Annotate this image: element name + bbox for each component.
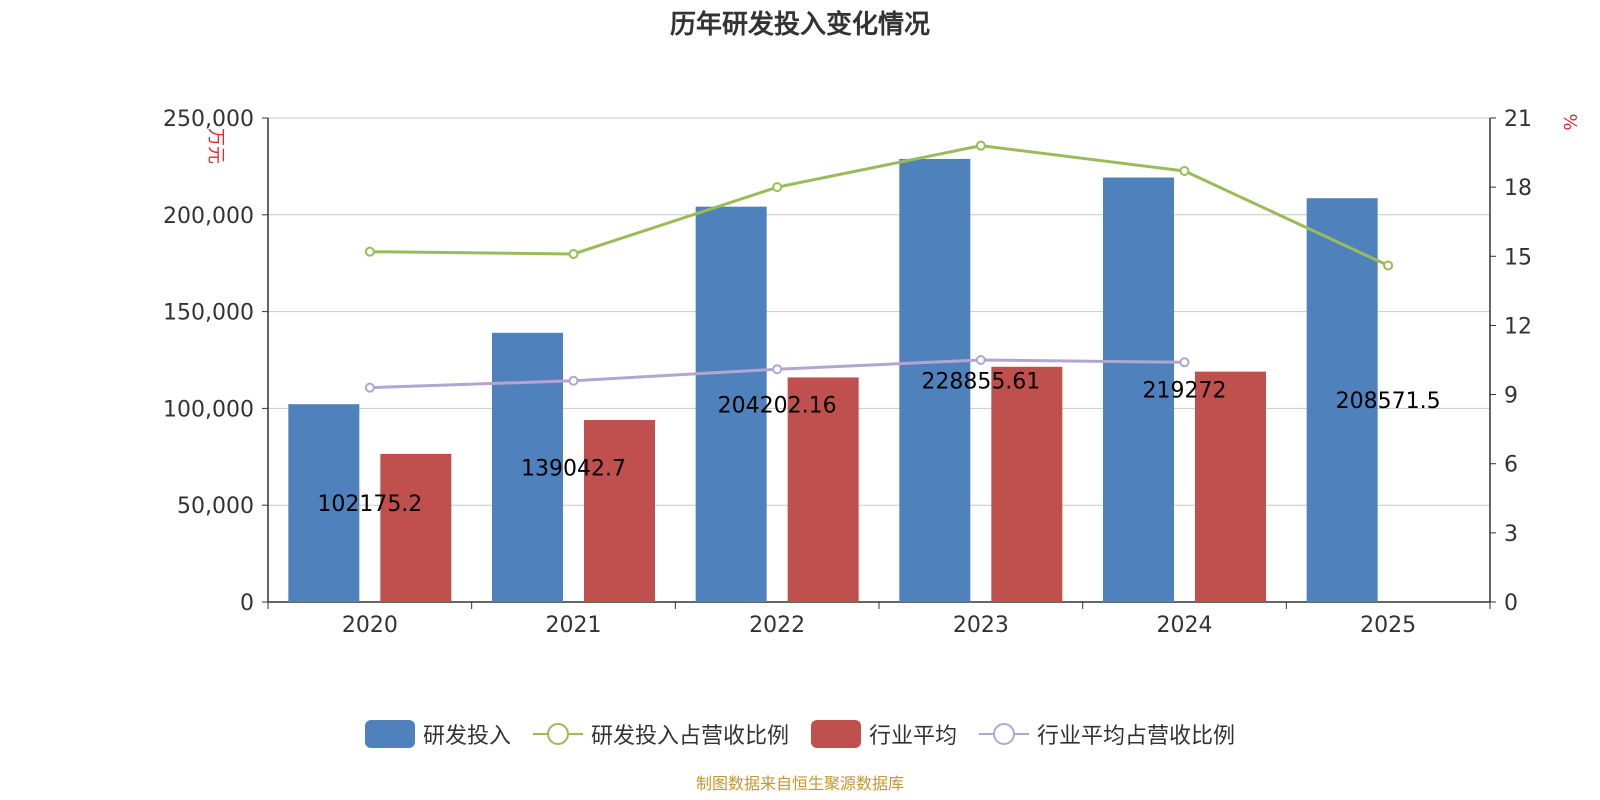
- right-tick-label: 9: [1504, 384, 1518, 409]
- legend-item-industry-average[interactable]: 行业平均: [811, 718, 957, 750]
- bar-rd-investment: [1306, 198, 1378, 603]
- legend-swatch-rd-investment: [364, 720, 415, 748]
- right-tick-label: 3: [1504, 522, 1518, 547]
- bar-industry-average: [584, 420, 655, 602]
- bar-industry-average: [991, 366, 1063, 602]
- point-rd-ratio: [772, 182, 783, 193]
- point-rd-ratio: [1179, 166, 1190, 177]
- x-tick-label: 2022: [749, 613, 805, 638]
- data-label-rd-investment: 139042.7: [521, 456, 626, 481]
- bar-industry-average: [1195, 371, 1266, 602]
- bar-rd-investment: [1103, 177, 1174, 602]
- data-label-rd-investment: 219272: [1143, 379, 1227, 404]
- bar-industry-average: [787, 377, 859, 602]
- point-industry-ratio: [975, 355, 986, 365]
- legend-item-rd-investment[interactable]: 研发投入: [364, 718, 511, 750]
- legend-item-rd-ratio[interactable]: 研发投入占营收比例: [532, 718, 789, 750]
- bar-rd-investment: [492, 332, 563, 602]
- point-industry-ratio: [568, 375, 579, 386]
- x-tick-label: 2020: [342, 613, 398, 638]
- x-tick-label: 2021: [546, 613, 602, 638]
- chart-legend: 研发投入 研发投入占营收比例 行业平均 行业平均占营收比例: [0, 718, 1600, 750]
- point-industry-ratio: [1179, 357, 1190, 368]
- chart-title: 历年研发投入变化情况: [669, 10, 930, 40]
- legend-swatch-industry-average: [811, 720, 861, 748]
- legend-swatch-rd-ratio: [532, 720, 583, 748]
- data-label-rd-investment: 204202.16: [718, 393, 837, 418]
- point-rd-ratio: [1383, 260, 1394, 271]
- data-label-rd-investment: 228855.61: [921, 369, 1040, 394]
- left-tick-label: 100,000: [163, 397, 254, 422]
- bar-industry-average: [380, 453, 452, 602]
- source-note: 制图数据来自恒生聚源数据库: [695, 774, 904, 793]
- x-tick-label: 2024: [1157, 613, 1213, 638]
- point-rd-ratio: [975, 140, 986, 151]
- legend-label-industry-average: 行业平均: [869, 724, 958, 749]
- right-tick-label: 6: [1504, 453, 1518, 478]
- point-industry-ratio: [772, 364, 783, 375]
- legend-swatch-industry-ratio: [979, 720, 1030, 748]
- right-tick-label: 0: [1504, 591, 1518, 616]
- data-label-rd-investment: 208571.5: [1336, 389, 1441, 414]
- bar-rd-investment: [288, 404, 360, 602]
- x-tick-label: 2025: [1360, 613, 1416, 638]
- legend-label-rd-ratio: 研发投入占营收比例: [590, 724, 789, 749]
- right-tick-label: 15: [1504, 245, 1532, 270]
- left-tick-label: 200,000: [163, 204, 254, 229]
- point-rd-ratio: [364, 246, 375, 257]
- legend-item-industry-ratio[interactable]: 行业平均占营收比例: [979, 718, 1235, 750]
- point-rd-ratio: [568, 248, 579, 259]
- left-axis-unit: 万元: [205, 128, 226, 164]
- line-rd-ratio: [369, 144, 1389, 267]
- legend-label-industry-ratio: 行业平均占营收比例: [1037, 724, 1236, 749]
- x-tick-label: 2023: [953, 613, 1009, 638]
- left-tick-label: 250,000: [163, 107, 254, 132]
- right-tick-label: 21: [1504, 107, 1532, 132]
- left-tick-label: 150,000: [163, 301, 254, 326]
- right-tick-label: 18: [1504, 176, 1532, 201]
- data-label-rd-investment: 102175.2: [317, 492, 422, 517]
- left-tick-label: 50,000: [177, 494, 254, 519]
- bar-rd-investment: [899, 158, 971, 602]
- point-industry-ratio: [364, 382, 375, 393]
- legend-label-rd-investment: 研发投入: [422, 724, 511, 749]
- right-tick-label: 12: [1504, 314, 1532, 339]
- right-axis-unit: %: [1559, 113, 1580, 130]
- left-tick-label: 0: [240, 591, 254, 616]
- bar-rd-investment: [695, 206, 767, 602]
